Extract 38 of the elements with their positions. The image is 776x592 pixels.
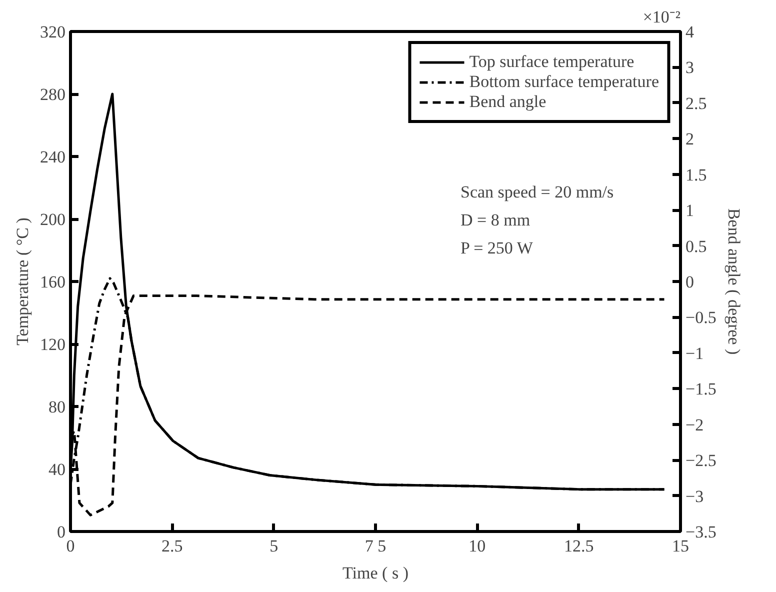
y2-tick-label: 2 [686,130,694,149]
x-tick-label: 5 [270,536,278,556]
annotation: P = 250 W [460,238,534,258]
y2-tick-label: −0.5 [686,308,716,328]
annotation: D = 8 mm [460,210,530,230]
y2-tick-label: −1 [686,344,704,363]
y-tick-label: 200 [40,210,66,229]
y2-tick-label: −3 [686,486,704,506]
y2-tick-label: −2.5 [686,451,716,470]
y2-tick-label: 4 [686,22,694,42]
x-tick-label: 2.5 [162,536,183,556]
y-tick-label: 160 [40,272,66,292]
y-tick-label: 320 [40,22,66,42]
y2-tick-label: −2 [686,415,704,434]
legend-label: Bottom surface temperature [469,72,659,92]
y-tick-label: 40 [48,460,66,479]
legend-label: Top surface temperature [469,52,634,72]
y-tick-label: 80 [48,398,66,416]
y2-tick-label: −1.5 [686,380,716,399]
annotation: Scan speed = 20 mm/s [460,182,614,202]
text: ×10⁻² [642,8,681,26]
x-axis-title: Time ( s ) [342,564,408,582]
y2-tick-label: 1 [686,201,694,220]
y2-tick-label: 3 [686,58,694,78]
y2-tick-label: 0.5 [686,236,707,256]
y-axis-title: Temperature ( °C ) [13,218,32,346]
y-tick-label: 120 [40,335,66,354]
y-tick-label: 0 [57,522,66,542]
x-tick-label: 7 5 [364,536,386,556]
legend-label: Bend angle [469,92,546,112]
y2-tick-label: 2.5 [686,94,707,113]
y-tick-label: 240 [40,148,66,166]
y2-tick-label: 1.5 [686,165,707,184]
y-tick-label: 280 [40,85,66,104]
y2-axis-title: Bend angle ( degree ) [724,208,744,355]
y2-tick-label: 0 [686,272,694,292]
x-tick-label: 10 [468,536,486,556]
x-tick-label: 12.5 [564,536,594,556]
